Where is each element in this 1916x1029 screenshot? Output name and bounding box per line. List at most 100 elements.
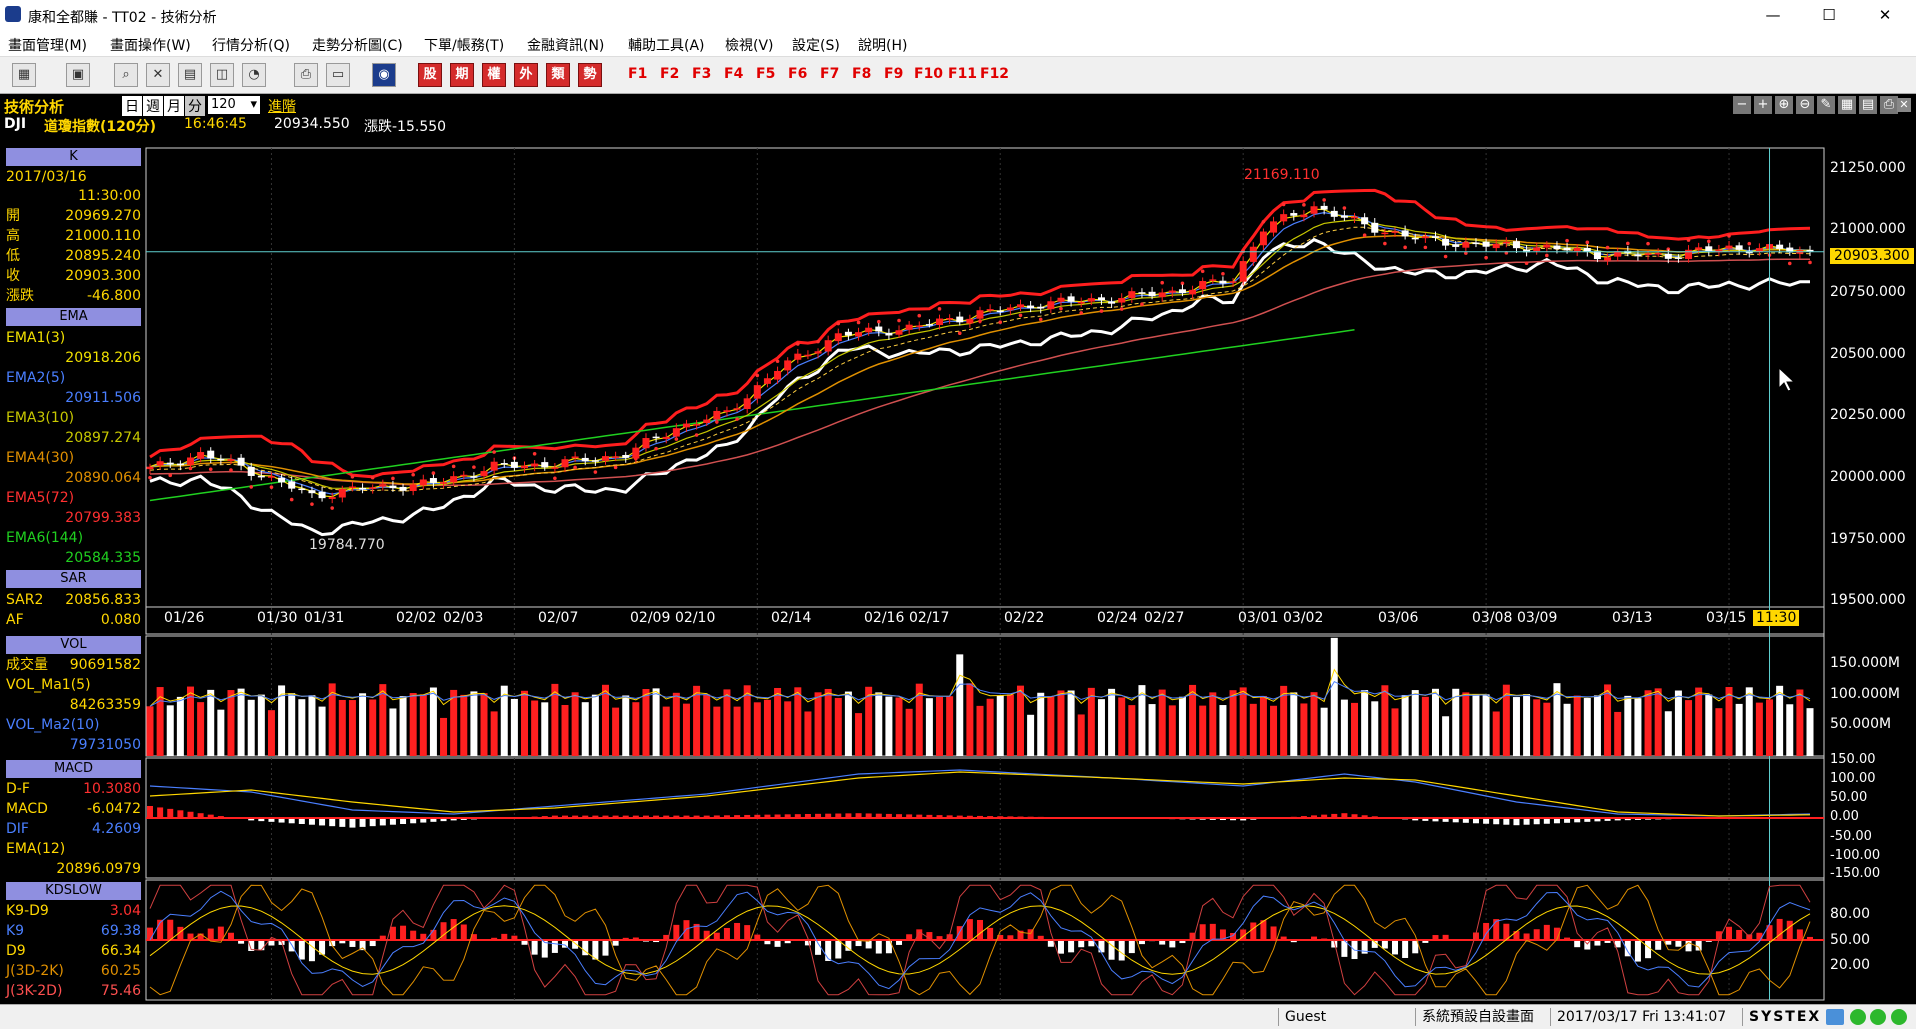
f1-key[interactable]: F1: [628, 66, 648, 82]
macd-ema-value: 20896.0979: [56, 861, 141, 877]
price-panel: [145, 147, 1825, 635]
screen-icon[interactable]: ▭: [326, 63, 350, 87]
interval-select[interactable]: 120 ▾: [208, 96, 260, 114]
kd-bar: [1472, 932, 1479, 940]
menu-trend-chart[interactable]: 走勢分析圖(C): [312, 38, 403, 54]
close-chart-icon[interactable]: ✕: [146, 63, 170, 87]
volume-bar: [703, 694, 711, 756]
options-button[interactable]: 權: [482, 63, 506, 87]
macd-bar: [804, 814, 811, 818]
category-button[interactable]: 類: [546, 63, 570, 87]
volume-bar: [662, 706, 670, 756]
menu-finance-info[interactable]: 金融資訊(N): [527, 38, 605, 54]
volume-bar: [1715, 708, 1723, 756]
candle-body: [1573, 247, 1581, 252]
f4-key[interactable]: F4: [724, 66, 744, 82]
candle-body: [379, 484, 387, 487]
print-icon[interactable]: ⎙: [294, 63, 318, 87]
trend-button[interactable]: 勢: [578, 63, 602, 87]
kd-bar: [1128, 940, 1135, 954]
macd-bar: [582, 815, 589, 818]
candle-body: [1371, 222, 1379, 233]
f2-key[interactable]: F2: [660, 66, 680, 82]
menu-orders[interactable]: 下單/帳務(T): [424, 38, 505, 54]
macd-bar: [713, 815, 720, 818]
chart-type-icon[interactable]: ▦: [12, 63, 36, 87]
stock-button[interactable]: 股: [418, 63, 442, 87]
f5-key[interactable]: F5: [756, 66, 776, 82]
period-day[interactable]: 日: [122, 96, 142, 116]
volume-bar: [217, 709, 225, 756]
kd-bar: [1594, 940, 1601, 946]
f7-key[interactable]: F7: [820, 66, 840, 82]
futures-button[interactable]: 期: [450, 63, 474, 87]
sar-dot: [1727, 234, 1731, 238]
grid-icon[interactable]: ▦: [1838, 96, 1856, 114]
menu-screen-manage[interactable]: 畫面管理(M): [8, 38, 88, 54]
volume-bar: [1128, 705, 1136, 756]
save-icon[interactable]: ▤: [1859, 96, 1877, 114]
volume-bar: [1148, 704, 1156, 756]
period-month[interactable]: 月: [164, 96, 184, 116]
volume-bar: [1270, 705, 1278, 756]
f12-key[interactable]: F12: [980, 66, 1010, 82]
volume-bar: [1421, 696, 1429, 756]
candle-body: [1685, 249, 1693, 260]
volume-bar: [1593, 695, 1601, 756]
volume-bar: [1776, 685, 1784, 756]
sar-dot: [1261, 220, 1266, 224]
kd-bar: [1564, 937, 1571, 940]
plus-icon[interactable]: +: [1754, 96, 1772, 114]
f11-key[interactable]: F11: [948, 66, 978, 82]
macd-bar: [379, 818, 386, 826]
menu-view[interactable]: 檢視(V): [725, 38, 774, 54]
split-icon[interactable]: ◫: [210, 63, 234, 87]
zoom-out-icon[interactable]: ⊖: [1796, 96, 1814, 114]
print-chart-icon[interactable]: ⎙: [1880, 96, 1898, 114]
f10-key[interactable]: F10: [914, 66, 944, 82]
clock-icon[interactable]: ◔: [242, 63, 266, 87]
price-tick: 20750.000: [1830, 284, 1906, 300]
menu-help[interactable]: 說明(H): [858, 38, 908, 54]
close-button[interactable]: ✕: [1878, 6, 1892, 24]
zoom-icon[interactable]: ⌕: [114, 63, 138, 87]
sar-dot: [1787, 261, 1792, 266]
tool-icon[interactable]: ✎: [1817, 96, 1835, 114]
menu-tools[interactable]: 輔助工具(A): [628, 38, 705, 54]
minimize-button[interactable]: —: [1765, 6, 1781, 24]
kd-bar: [1726, 926, 1733, 940]
sar-dot: [1484, 255, 1488, 260]
x-label: 02/17: [909, 610, 950, 626]
maximize-button[interactable]: ☐: [1822, 6, 1836, 24]
f8-key[interactable]: F8: [852, 66, 872, 82]
f6-key[interactable]: F6: [788, 66, 808, 82]
window-tile-icon[interactable]: ▤: [178, 63, 202, 87]
kd-tick: 80.00: [1830, 906, 1871, 922]
candle-body: [561, 459, 569, 468]
period-week[interactable]: 週: [143, 96, 163, 116]
foreign-button[interactable]: 外: [514, 63, 538, 87]
menu-screen-ops[interactable]: 畫面操作(W): [110, 38, 191, 54]
menu-quote-analysis[interactable]: 行情分析(Q): [212, 38, 290, 54]
x-label: 02/16: [864, 610, 905, 626]
zoom-in-icon[interactable]: ⊕: [1775, 96, 1793, 114]
volume-panel: [145, 635, 1825, 757]
volume-bar: [1057, 690, 1065, 756]
f3-key[interactable]: F3: [692, 66, 712, 82]
f9-key[interactable]: F9: [884, 66, 904, 82]
kd-bar: [1068, 940, 1075, 953]
layout-icon[interactable]: ▣: [66, 63, 90, 87]
sar-dot: [1808, 260, 1812, 265]
kd-bar: [784, 940, 791, 944]
status-layout[interactable]: 系統預設自設畫面: [1415, 1008, 1552, 1026]
volume-bar: [490, 711, 498, 756]
period-minute[interactable]: 分: [185, 96, 205, 116]
kd-bar: [1199, 924, 1206, 940]
close-panel-icon[interactable]: ✕: [1897, 98, 1911, 112]
logo-icon[interactable]: ◉: [372, 63, 396, 87]
menu-settings[interactable]: 設定(S): [792, 38, 840, 54]
candle-body: [642, 438, 650, 449]
advanced-link[interactable]: 進階: [268, 99, 296, 115]
minus-icon[interactable]: −: [1733, 96, 1751, 114]
